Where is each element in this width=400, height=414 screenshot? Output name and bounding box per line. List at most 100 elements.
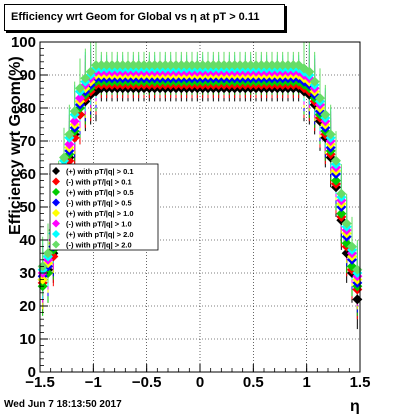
timestamp-footer: Wed Jun 7 18:13:50 2017 bbox=[4, 399, 122, 410]
data-point bbox=[283, 60, 293, 71]
data-point bbox=[59, 152, 69, 163]
y-tick-label: 40 bbox=[19, 232, 36, 249]
y-tick-label: 80 bbox=[19, 100, 36, 117]
legend-marker bbox=[52, 219, 60, 228]
data-point bbox=[352, 294, 363, 305]
legend-label: (-) with pT/|q| > 2.0 bbox=[66, 241, 132, 250]
data-point bbox=[304, 66, 315, 77]
data-point bbox=[203, 60, 213, 71]
x-tick-label: 0.5 bbox=[243, 374, 264, 391]
y-tick-label: 20 bbox=[19, 298, 36, 315]
data-point bbox=[341, 218, 352, 229]
legend-marker bbox=[52, 209, 60, 217]
axis-ticks bbox=[39, 41, 361, 373]
data-point bbox=[267, 60, 277, 71]
data-point bbox=[213, 60, 224, 71]
y-tick-labels: 0 10 20 30 40 50 60 70 80 90 100 bbox=[11, 34, 36, 381]
data-point bbox=[91, 60, 101, 71]
legend-marker bbox=[52, 230, 60, 238]
data-point bbox=[64, 129, 75, 140]
data-point bbox=[75, 93, 85, 104]
data-point bbox=[272, 60, 283, 71]
data-point bbox=[181, 60, 192, 71]
data-point bbox=[149, 60, 160, 71]
data-point bbox=[64, 139, 75, 150]
data-point bbox=[101, 60, 112, 71]
data-point bbox=[112, 60, 123, 71]
data-point bbox=[229, 60, 240, 71]
data-point bbox=[117, 60, 128, 71]
data-point bbox=[176, 60, 187, 71]
data-point bbox=[187, 60, 197, 71]
data-point bbox=[80, 73, 91, 84]
x-tick-label: 1 bbox=[302, 374, 310, 391]
data-point bbox=[139, 60, 149, 71]
data-point bbox=[75, 83, 85, 94]
data-point bbox=[256, 60, 267, 71]
y-tick-label: 90 bbox=[19, 67, 36, 84]
data-point bbox=[171, 60, 181, 71]
legend-label: (+) with pT/|q| > 1.0 bbox=[66, 209, 134, 218]
y-axis-title: Efficiency wrt Geom(%) bbox=[7, 56, 24, 235]
data-point bbox=[331, 175, 341, 186]
data-point bbox=[224, 60, 235, 71]
data-point bbox=[133, 60, 144, 71]
data-point bbox=[288, 60, 299, 71]
data-point bbox=[155, 60, 165, 71]
data-point bbox=[43, 248, 53, 259]
legend-label: (+) with pT/|q| > 2.0 bbox=[66, 230, 134, 239]
x-axis-title: η bbox=[350, 398, 360, 414]
y-tick-label: 100 bbox=[11, 34, 36, 51]
data-point bbox=[309, 76, 320, 87]
data-point bbox=[192, 60, 203, 71]
x-tick-label: −0.5 bbox=[132, 374, 162, 391]
data-point bbox=[235, 60, 245, 71]
legend-label: (-) with pT/|q| > 0.5 bbox=[66, 199, 132, 208]
chart-title: Efficiency wrt Geom for Global vs η at p… bbox=[11, 11, 260, 23]
legend-label: (-) with pT/|q| > 1.0 bbox=[66, 220, 132, 229]
legend-marker bbox=[52, 198, 60, 207]
y-tick-label: 70 bbox=[19, 133, 36, 150]
legend-label: (+) with pT/|q| > 0.1 bbox=[66, 167, 134, 176]
y-tick-label: 10 bbox=[19, 331, 36, 348]
legend: (+) with pT/|q| > 0.1 (-) with pT/|q| > 0… bbox=[49, 163, 159, 251]
legend-label: (-) with pT/|q| > 0.1 bbox=[66, 178, 132, 187]
data-point bbox=[128, 60, 139, 71]
data-point bbox=[85, 66, 96, 77]
data-point bbox=[240, 60, 251, 71]
data-point bbox=[261, 60, 272, 71]
x-tick-label: −1.5 bbox=[25, 374, 55, 391]
y-tick-label: 30 bbox=[19, 265, 36, 282]
legend-marker bbox=[52, 240, 60, 249]
x-tick-labels: −1.5 −1 −0.5 0 0.5 1 1.5 bbox=[25, 374, 370, 391]
x-tick-label: 1.5 bbox=[350, 374, 371, 391]
legend-marker bbox=[52, 177, 60, 186]
data-point bbox=[336, 208, 347, 219]
data-point bbox=[245, 60, 256, 71]
data-point bbox=[69, 116, 80, 127]
data-point bbox=[144, 60, 155, 71]
data-point bbox=[315, 93, 325, 104]
data-point bbox=[331, 155, 341, 166]
legend-label: (+) with pT/|q| > 0.5 bbox=[66, 188, 134, 197]
data-point bbox=[160, 60, 171, 71]
data-markers bbox=[37, 60, 363, 305]
data-point bbox=[69, 106, 80, 117]
x-tick-label: −1 bbox=[85, 374, 102, 391]
data-point bbox=[123, 60, 133, 71]
data-point bbox=[347, 241, 357, 252]
chart-title-box: Efficiency wrt Geom for Global vs η at p… bbox=[4, 4, 285, 31]
data-point bbox=[251, 60, 261, 71]
legend-box bbox=[49, 163, 159, 251]
data-point bbox=[336, 188, 347, 199]
data-point bbox=[277, 60, 288, 71]
y-tick-label: 0 bbox=[28, 364, 36, 381]
y-tick-label: 60 bbox=[19, 166, 36, 183]
data-point bbox=[165, 60, 176, 71]
data-point bbox=[197, 60, 208, 71]
legend-marker bbox=[52, 188, 60, 196]
y-tick-label: 50 bbox=[19, 199, 36, 216]
data-point bbox=[219, 60, 229, 71]
x-tick-label: 0 bbox=[196, 374, 204, 391]
